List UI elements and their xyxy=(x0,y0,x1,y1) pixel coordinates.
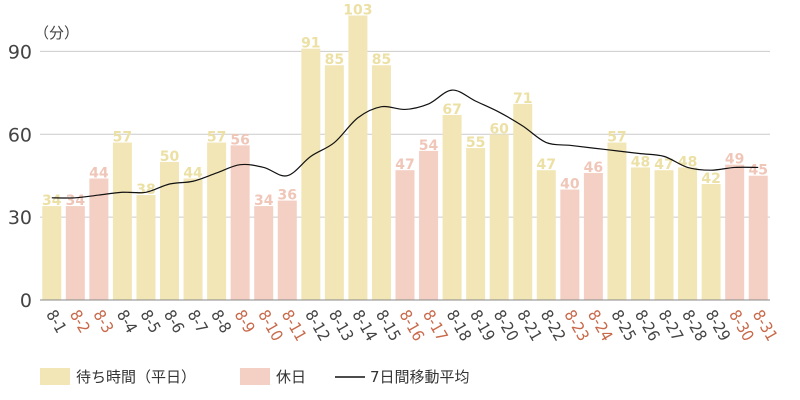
moving-average-layer xyxy=(51,89,759,199)
x-tick-label: 8-2 xyxy=(66,307,94,337)
data-label: 34 xyxy=(254,193,274,209)
x-tick-label: 8-4 xyxy=(113,307,141,337)
bar-8-9 xyxy=(230,145,250,300)
legend: 待ち時間（平日） 休日 7日間移動平均 xyxy=(40,368,470,386)
bar-8-3 xyxy=(89,178,109,300)
data-label: 34 xyxy=(42,193,62,209)
x-tick-label: 8-6 xyxy=(160,307,188,337)
data-label: 71 xyxy=(513,91,532,107)
bar-8-4 xyxy=(112,142,132,300)
bar-8-30 xyxy=(725,164,745,300)
bar-8-20 xyxy=(489,134,509,300)
bar-8-5 xyxy=(136,195,156,300)
data-label: 34 xyxy=(66,193,86,209)
data-label: 40 xyxy=(560,177,580,193)
data-label: 56 xyxy=(230,132,249,148)
bar-8-2 xyxy=(65,206,85,300)
x-tick-label: 8-3 xyxy=(89,307,117,337)
bar-8-23 xyxy=(560,189,580,300)
data-label: 44 xyxy=(89,165,109,181)
data-label: 60 xyxy=(489,121,509,137)
data-label: 45 xyxy=(748,163,767,179)
bar-8-17 xyxy=(419,150,439,300)
data-label: 49 xyxy=(725,152,744,168)
bar-8-8 xyxy=(207,142,227,300)
y-unit-label: （分） xyxy=(34,24,79,42)
bar-8-7 xyxy=(183,178,203,300)
x-tick-label: 8-1 xyxy=(42,307,70,337)
bar-8-16 xyxy=(395,170,415,300)
bar-8-25 xyxy=(607,142,627,300)
data-label: 38 xyxy=(136,182,155,198)
bar-layer xyxy=(42,15,768,301)
data-label: 85 xyxy=(325,52,344,68)
bar-8-22 xyxy=(536,170,556,300)
legend-label-moving-average: 7日間移動平均 xyxy=(370,368,470,386)
data-label: 48 xyxy=(678,154,697,170)
bar-8-10 xyxy=(254,206,274,300)
bar-8-6 xyxy=(160,161,180,300)
x-tick-label: 8-5 xyxy=(137,307,165,337)
data-label: 55 xyxy=(466,135,485,151)
y-tick-label: 90 xyxy=(8,41,32,63)
bar-8-15 xyxy=(371,65,391,300)
bar-8-19 xyxy=(466,148,486,300)
data-label: 36 xyxy=(278,188,297,204)
data-label: 47 xyxy=(537,157,556,173)
bar-8-18 xyxy=(442,114,462,300)
data-label: 57 xyxy=(113,130,132,146)
y-tick-label: 30 xyxy=(8,207,32,229)
bar-8-28 xyxy=(678,167,698,300)
bar-8-12 xyxy=(301,48,321,300)
data-label: 46 xyxy=(584,160,603,176)
legend-swatch-holiday xyxy=(240,368,270,385)
data-label: 50 xyxy=(160,149,180,165)
data-label: 48 xyxy=(631,154,650,170)
x-tick-label: 8-7 xyxy=(184,307,212,337)
bar-8-21 xyxy=(513,103,533,301)
y-tick-label: 60 xyxy=(8,124,32,146)
bar-8-29 xyxy=(701,184,721,300)
moving-average-line xyxy=(51,89,759,199)
data-label: 103 xyxy=(343,3,372,19)
bar-8-24 xyxy=(583,172,603,300)
data-label: 57 xyxy=(207,130,226,146)
data-label: 57 xyxy=(607,130,626,146)
data-label: 91 xyxy=(301,36,320,52)
legend-label-weekday: 待ち時間（平日） xyxy=(76,368,196,386)
data-label: 47 xyxy=(395,157,414,173)
data-label: 67 xyxy=(442,102,461,118)
y-tick-label: 0 xyxy=(20,290,32,312)
bar-8-26 xyxy=(630,167,650,300)
bar-8-11 xyxy=(277,200,297,300)
x-tick-label: 8-8 xyxy=(207,307,235,337)
data-label: 85 xyxy=(372,52,391,68)
bar-8-27 xyxy=(654,170,674,300)
x-tick-label: 8-9 xyxy=(231,307,259,337)
bar-8-14 xyxy=(348,15,368,301)
data-label: 44 xyxy=(183,165,203,181)
bar-8-31 xyxy=(748,175,768,300)
legend-label-holiday: 休日 xyxy=(276,368,306,386)
bar-8-13 xyxy=(324,65,344,300)
legend-swatch-weekday xyxy=(40,368,70,385)
bar-8-1 xyxy=(42,206,62,300)
data-label: 54 xyxy=(419,138,439,154)
data-label: 42 xyxy=(701,171,720,187)
data-label: 47 xyxy=(654,157,673,173)
